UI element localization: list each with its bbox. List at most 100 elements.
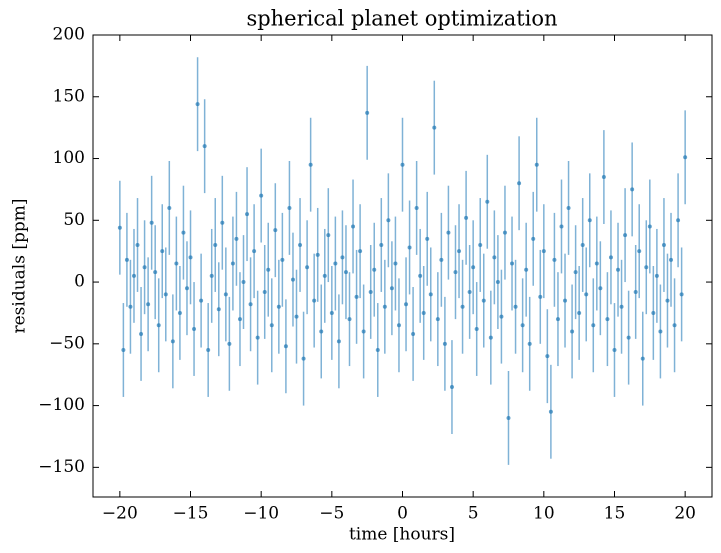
data-point (676, 218, 681, 223)
data-point (336, 339, 341, 344)
data-point (333, 261, 338, 266)
data-point (404, 302, 409, 307)
data-point (555, 317, 560, 322)
data-point (552, 257, 557, 262)
data-point (425, 236, 430, 241)
x-axis-label: time [hours] (349, 525, 455, 545)
data-point (252, 249, 257, 254)
data-point (442, 341, 447, 346)
y-tick-label: 0 (74, 272, 85, 292)
data-point (308, 162, 313, 167)
data-point (559, 224, 564, 229)
data-point (510, 261, 515, 266)
data-point (488, 335, 493, 340)
data-point (640, 356, 645, 361)
data-point (340, 255, 345, 260)
data-point (160, 249, 165, 254)
data-point (601, 175, 606, 180)
data-point (545, 354, 550, 359)
data-point (644, 265, 649, 270)
data-point (216, 307, 221, 312)
data-point (312, 298, 317, 303)
data-point (372, 267, 377, 272)
data-point (195, 102, 200, 107)
data-point (245, 212, 250, 217)
data-point (619, 304, 624, 309)
data-point (432, 125, 437, 130)
data-point (464, 215, 469, 220)
data-point (573, 270, 578, 275)
data-point (354, 294, 359, 299)
data-point (326, 233, 331, 238)
data-point (167, 205, 172, 210)
y-tick-label: −100 (38, 395, 85, 415)
data-point (669, 257, 674, 262)
data-point (163, 292, 168, 297)
data-point (570, 329, 575, 334)
x-tick-label: −10 (243, 504, 279, 524)
x-tick-label: 20 (674, 504, 696, 524)
data-point (520, 323, 525, 328)
data-point (322, 273, 327, 278)
data-point (534, 162, 539, 167)
plot-area (117, 57, 688, 465)
data-point (206, 348, 211, 352)
data-point (446, 230, 451, 235)
data-point (230, 261, 235, 266)
data-point (502, 230, 507, 235)
data-point (672, 323, 677, 328)
data-point (633, 289, 638, 294)
data-point (188, 255, 193, 260)
data-point (202, 144, 207, 149)
data-point (566, 205, 571, 210)
data-point (262, 289, 267, 294)
data-point (174, 261, 179, 266)
data-point (146, 302, 151, 307)
data-point (124, 257, 129, 262)
data-point (616, 267, 621, 272)
data-point (382, 304, 387, 309)
data-point (227, 341, 232, 346)
data-point (524, 267, 529, 272)
data-point (117, 225, 122, 230)
data-point (298, 243, 303, 247)
data-point (290, 277, 295, 282)
data-point (428, 292, 433, 297)
data-point (683, 155, 688, 160)
data-point (591, 323, 596, 328)
data-point (612, 348, 617, 352)
data-point (400, 162, 405, 167)
data-point (506, 415, 511, 420)
data-point (467, 289, 472, 294)
data-point (139, 331, 144, 336)
data-point (513, 304, 518, 309)
data-point (541, 249, 546, 254)
data-point (343, 270, 348, 275)
data-point (637, 249, 642, 254)
data-point (287, 205, 292, 210)
data-point (499, 314, 504, 319)
data-point (460, 304, 465, 309)
data-point (661, 243, 666, 247)
data-point (481, 298, 486, 303)
data-point (121, 348, 126, 352)
plot-frame (92, 34, 713, 498)
y-tick-label: 100 (53, 148, 85, 168)
data-point (365, 110, 370, 115)
data-point (386, 218, 391, 223)
data-point (368, 289, 373, 294)
data-point (223, 292, 228, 297)
data-point (658, 329, 663, 334)
data-point (598, 286, 603, 291)
data-point (241, 280, 246, 285)
data-point (131, 273, 136, 278)
data-point (156, 323, 161, 328)
data-point (128, 304, 133, 309)
data-point (305, 265, 310, 270)
x-tick-label: 10 (533, 504, 555, 524)
data-point (584, 292, 589, 297)
data-point (234, 236, 239, 241)
data-point (495, 280, 500, 285)
data-point (209, 273, 214, 278)
